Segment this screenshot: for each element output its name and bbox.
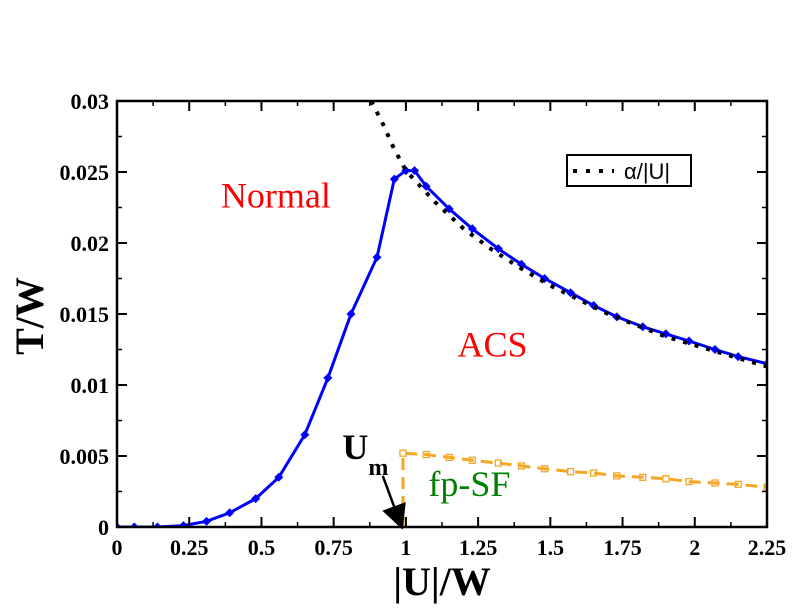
point-marker-0 <box>389 174 399 184</box>
point-marker-0 <box>346 309 356 319</box>
point-marker-0 <box>410 166 420 176</box>
point-marker-0 <box>225 508 235 518</box>
point-marker-2 <box>613 472 621 480</box>
legend: α/|U| <box>566 154 692 187</box>
x-tick-label: 1.75 <box>603 535 642 560</box>
point-marker-0 <box>274 472 284 482</box>
point-marker-2 <box>763 483 767 491</box>
x-axis-title: |U|/W <box>393 559 491 604</box>
y-tick-label: 0 <box>98 515 109 540</box>
x-tick-label: 0 <box>112 535 123 560</box>
point-marker-0 <box>733 352 743 362</box>
axes: 0 0.25 0.5 0.75 1 1.25 1.5 1.75 2 2.25 0 0.005 0.01 0… <box>60 89 787 560</box>
um-label-main: U <box>342 427 368 467</box>
series-line-2 <box>401 451 767 527</box>
point-marker-2 <box>685 477 693 486</box>
point-marker-2 <box>399 449 407 457</box>
x-tick-label: 2.25 <box>748 535 787 560</box>
point-marker-2 <box>566 467 575 476</box>
point-marker-2 <box>494 459 502 467</box>
point-marker-0 <box>421 181 431 191</box>
um-label: Um <box>342 427 388 481</box>
x-tick-label: 0.5 <box>248 535 276 560</box>
y-tick-label: 0.015 <box>60 302 110 327</box>
region-label-normal: Normal <box>221 176 331 216</box>
y-tick-label: 0.02 <box>71 231 110 256</box>
y-tick-label: 0.01 <box>71 373 110 398</box>
point-marker-2 <box>540 465 549 473</box>
point-marker-0 <box>202 516 212 526</box>
x-tick-label: 1.25 <box>459 535 498 560</box>
x-tick-label: 2 <box>689 535 700 560</box>
point-marker-2 <box>639 473 647 481</box>
point-marker-0 <box>372 252 382 262</box>
point-marker-2 <box>517 462 526 470</box>
series-line-0 <box>117 169 767 527</box>
point-marker-2 <box>711 479 719 487</box>
point-marker-2 <box>662 475 670 483</box>
legend-label-alpha-u: α/|U| <box>624 159 670 184</box>
region-label-acs: ACS <box>458 325 528 365</box>
point-marker-2 <box>590 469 598 477</box>
um-label-subscript: m <box>368 455 388 481</box>
x-tick-label: 1.5 <box>537 535 565 560</box>
point-marker-0 <box>493 244 503 254</box>
point-marker-0 <box>178 521 188 527</box>
point-marker-0 <box>467 224 477 234</box>
point-marker-0 <box>566 288 576 298</box>
um-arrow <box>381 475 406 530</box>
x-tick-label: 0.75 <box>314 535 353 560</box>
y-tick-label: 0.03 <box>71 89 110 114</box>
plot-area <box>117 101 767 527</box>
point-marker-2 <box>734 480 742 489</box>
y-tick-label: 0.005 <box>60 444 110 469</box>
point-marker-0 <box>516 259 526 269</box>
region-label-fp-sf: fp-SF <box>428 464 510 504</box>
point-marker-2 <box>445 453 453 462</box>
point-marker-0 <box>300 430 310 440</box>
point-marker-0 <box>251 494 261 504</box>
point-marker-2 <box>468 456 476 464</box>
point-marker-2 <box>422 450 430 459</box>
point-marker-0 <box>323 373 333 383</box>
x-tick-label: 1 <box>400 535 411 560</box>
y-axis-title: T/W <box>7 277 52 355</box>
point-marker-0 <box>710 345 720 354</box>
point-marker-0 <box>638 322 648 332</box>
y-tick-label: 0.025 <box>60 160 110 185</box>
x-tick-label: 0.25 <box>170 535 209 560</box>
